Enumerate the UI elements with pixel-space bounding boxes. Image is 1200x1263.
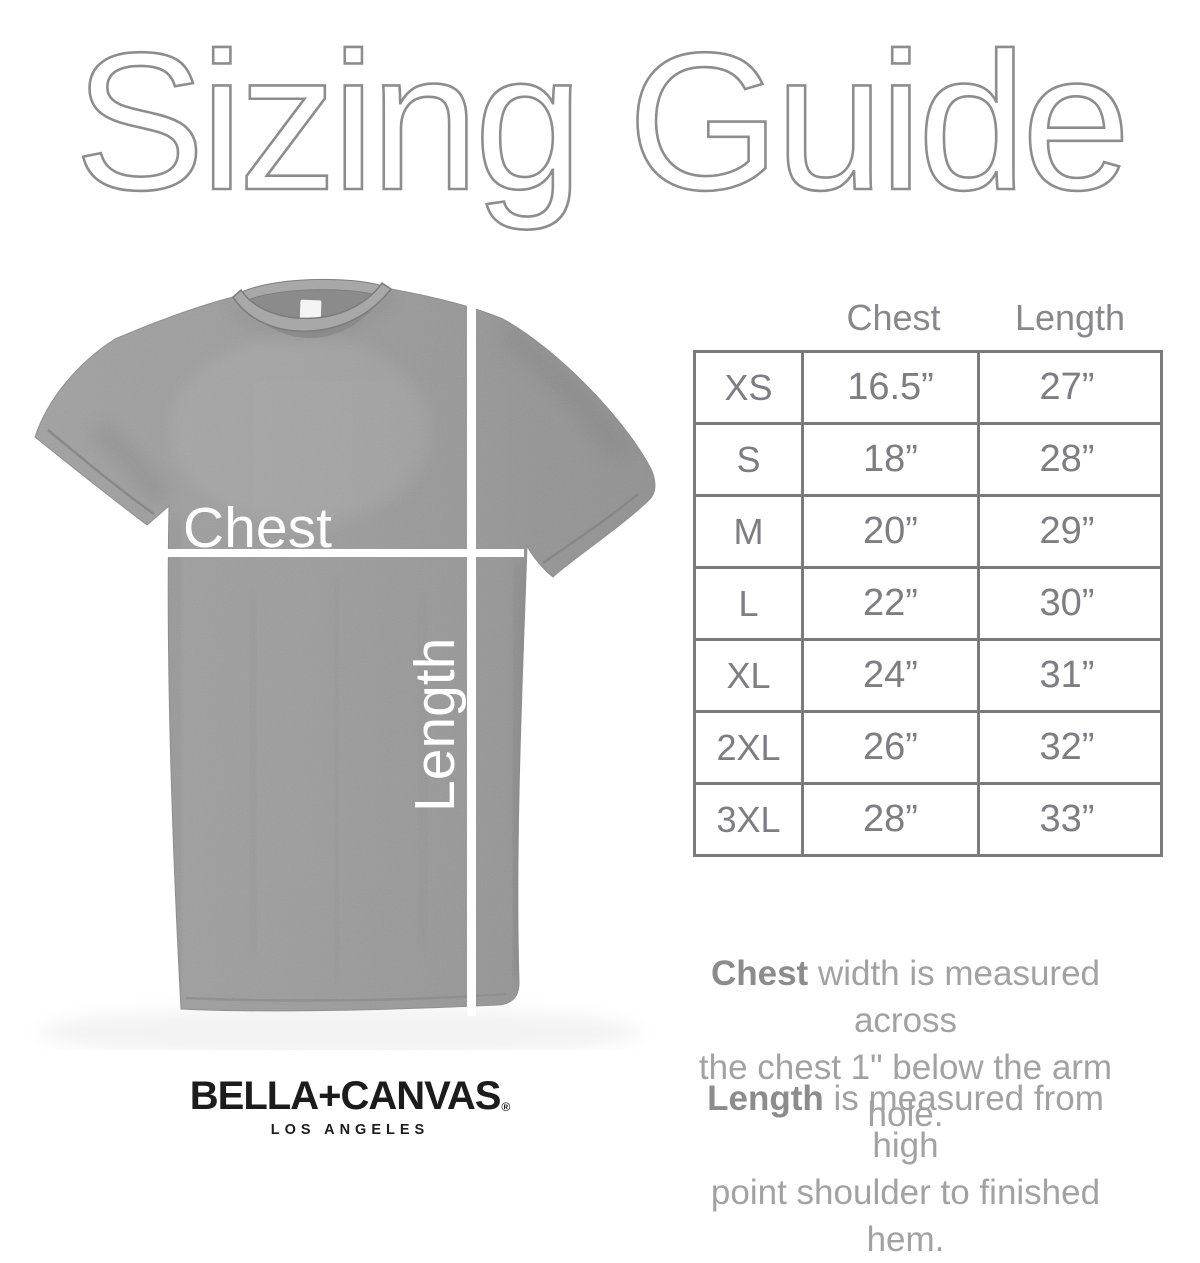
table-cell-size: S: [696, 425, 804, 494]
tshirt-collar: [232, 278, 393, 338]
table-cell-size: XL: [696, 641, 804, 710]
table-cell-length: 33”: [1039, 798, 1095, 840]
table-row: 3XL 28” 33”: [696, 785, 1160, 854]
chest-note-line2: the chest 1" below the arm hole.: [698, 1048, 1113, 1134]
chest-diagram-label: Chest: [183, 496, 332, 560]
table-cell-size: L: [696, 569, 804, 638]
header-chest: Chest: [846, 297, 941, 338]
length-note: Length is measured from high point shoul…: [673, 1075, 1138, 1263]
table-cell-chest: 16.5”: [804, 353, 980, 422]
chest-note: Chest width is measured across the chest…: [673, 950, 1138, 1138]
chest-measure-line: [163, 549, 524, 557]
table-cell-length: 28”: [1039, 438, 1095, 480]
page: { "title": "Sizing Guide", "diagram": { …: [34, 12, 1163, 1259]
table-cell-chest: 26”: [804, 713, 980, 782]
chest-note-line1: width is measured across: [808, 954, 1101, 1040]
table-row: L 22” 30”: [696, 569, 1160, 641]
table-cell-size: 3XL: [696, 785, 804, 854]
tshirt-image: [34, 278, 656, 1050]
length-measure-line: [467, 289, 476, 1016]
shirt-shadow: [40, 1006, 640, 1050]
table-cell-size: M: [696, 497, 804, 566]
table-cell-size: XS: [696, 353, 804, 422]
table-cell-length: 29”: [1039, 510, 1095, 552]
table-cell-length: 31”: [1039, 654, 1095, 696]
size-table-header: Chest Length: [693, 296, 1157, 340]
table-row: XL 24” 31”: [696, 641, 1160, 713]
table-row: XS 16.5” 27”: [696, 353, 1160, 425]
table-row: M 20” 29”: [696, 497, 1160, 569]
length-note-line2: point shoulder to finished hem.: [710, 1173, 1101, 1259]
table-row: S 18” 28”: [696, 425, 1160, 497]
table-cell-chest: 24”: [804, 641, 980, 710]
size-table: XS 16.5” 27” S 18” 28” M 20” 29” L 22” 30” XL 24” 31” 2…: [693, 350, 1163, 857]
length-diagram-label: Length: [403, 637, 467, 812]
table-cell-size: 2XL: [696, 713, 804, 782]
brand-logo: BELLA+CANVAS® LOS ANGELES: [180, 1076, 520, 1138]
table-cell-length: 32”: [1039, 726, 1095, 768]
header-length: Length: [1014, 297, 1126, 338]
brand-wordmark-row: BELLA+CANVAS®: [180, 1076, 520, 1116]
table-cell-chest: 22”: [804, 569, 980, 638]
table-row: 2XL 26” 32”: [696, 713, 1160, 785]
table-cell-length: 27”: [1039, 366, 1095, 408]
table-cell-chest: 28”: [804, 785, 980, 854]
chest-note-lead: Chest: [710, 954, 809, 993]
header-spacer: [693, 296, 804, 340]
length-note-lead: Length: [707, 1079, 824, 1118]
table-cell-chest: 20”: [804, 497, 980, 566]
table-cell-chest: 18”: [804, 425, 980, 494]
registered-mark: ®: [501, 1100, 511, 1114]
table-cell-length: 30”: [1039, 582, 1095, 624]
brand-wordmark: BELLA+CANVAS: [189, 1074, 502, 1118]
length-note-line1: is measured from high: [823, 1079, 1104, 1165]
page-title: Sizing Guide: [73, 12, 1132, 231]
size-table-body: XS 16.5” 27” S 18” 28” M 20” 29” L 22” 30” XL 24” 31” 2…: [696, 353, 1160, 854]
brand-city: LOS ANGELES: [270, 1122, 430, 1138]
